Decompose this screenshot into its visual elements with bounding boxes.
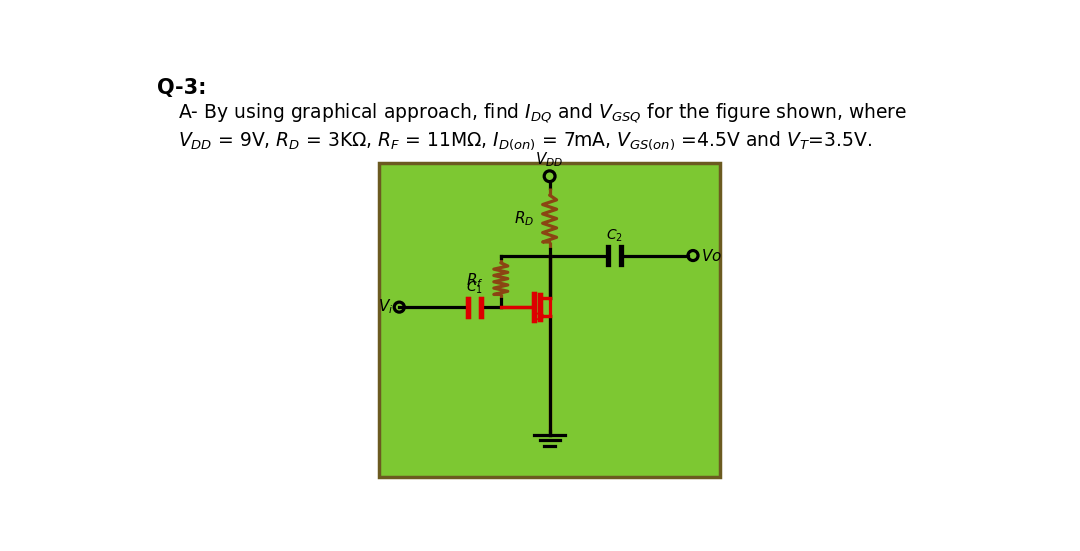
Text: A- By using graphical approach, find $\mathit{I}_{DQ}$ and $\mathit{V}_{GSQ}$ fo: A- By using graphical approach, find $\m… <box>177 101 907 125</box>
Text: $V_i$: $V_i$ <box>378 298 393 316</box>
Text: $Vo$: $Vo$ <box>701 247 721 263</box>
Text: $V_{DD}$: $V_{DD}$ <box>536 150 564 169</box>
Text: $C_1$: $C_1$ <box>467 279 484 295</box>
Text: $V_{DD}$ = 9V, $R_D$ = 3K$\Omega$, $R_F$ = 11M$\Omega$, $I_{D(on)}$ = 7mA, $V_{G: $V_{DD}$ = 9V, $R_D$ = 3K$\Omega$, $R_F$… <box>177 130 872 152</box>
Text: $R_f$: $R_f$ <box>467 271 484 290</box>
Bar <box>379 163 720 477</box>
Text: Q-3:: Q-3: <box>157 78 206 99</box>
Text: $R_D$: $R_D$ <box>514 209 535 228</box>
Text: $C_2$: $C_2$ <box>606 228 623 244</box>
